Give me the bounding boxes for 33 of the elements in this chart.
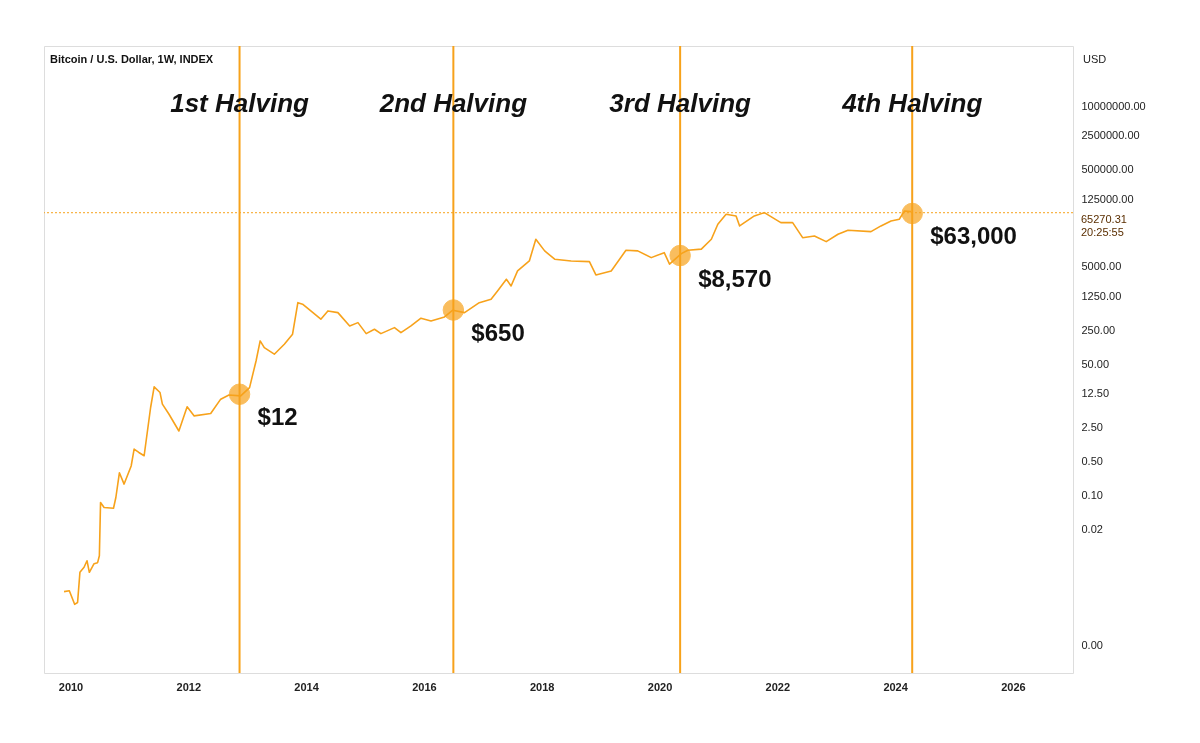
y-tick-label: 500000.00 [1081,163,1134,176]
y-tick-label: 10000000.00 [1081,100,1146,113]
text: Bitcoin / U.S. Dollar, 1W, INDEX [50,53,214,65]
y-tick-label: 0.50 [1081,454,1103,467]
data-label: $8,570 [698,264,772,292]
y-tick-label: 5000.00 [1081,260,1122,273]
ref-line-label: 65270.31 20:25:55 [1081,212,1127,238]
y-tick-label: 1250.00 [1081,289,1122,302]
data-label: $12 [257,403,298,431]
point [442,299,465,321]
point [669,244,691,267]
x-tick-label: 2026 [1001,680,1026,693]
x-tick-label: 2016 [412,680,437,693]
data-label: $63,000 [930,222,1017,250]
point [228,383,251,405]
x-tick-label: 2020 [647,680,673,693]
x-tick-label: 2012 [176,680,202,693]
y-tick-label: 250.00 [1081,323,1116,336]
x-tick-label: 2014 [294,680,320,693]
x-tick-label: 2010 [58,680,84,693]
y-tick-label: 50.00 [1081,357,1110,370]
x-tick-label: 2024 [883,680,909,693]
y-tick-label: 0.02 [1081,522,1103,535]
y-tick-label: 12.50 [1081,386,1110,399]
y-tick-label: 0.00 [1081,639,1103,652]
y-tick-label: 0.10 [1081,488,1103,501]
y-tick-label: 125000.00 [1081,192,1134,205]
x-tick-label: 2022 [765,680,791,693]
y-axis-title: USD [1083,53,1107,65]
data-label: $650 [471,318,525,346]
x-tick-label: 2018 [529,680,555,693]
y-tick-label: 2500000.00 [1081,129,1140,142]
y-tick-label: 2.50 [1081,420,1103,433]
